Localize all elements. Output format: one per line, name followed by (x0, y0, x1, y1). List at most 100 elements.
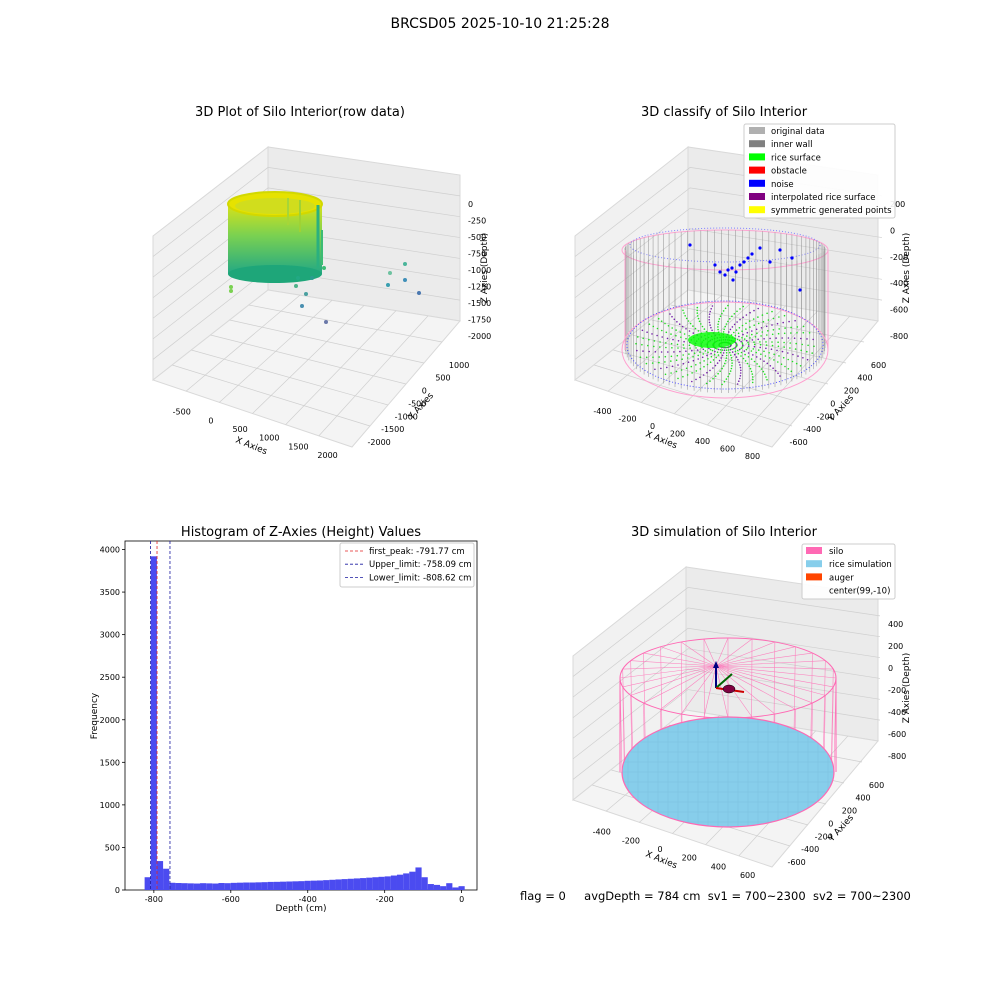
raw-z-ticks: 0 -250 -500 -750 -1000 -1250 -1500 -1750 -2000 (468, 200, 491, 341)
histogram-legend: first_peak: -791.77 cm Upper_limit: -758.… (339, 542, 475, 588)
histogram-bar (292, 881, 299, 890)
x-tick-label: 2000 (317, 451, 337, 460)
y-tick-label: 600 (871, 361, 886, 370)
y-tick-label: 4000 (100, 546, 120, 555)
z-tick-label: -1250 (468, 283, 491, 292)
y-tick-label: -400 (803, 425, 821, 434)
z-tick-label: -400 (888, 708, 906, 717)
legend-label: rice simulation (829, 560, 892, 570)
histogram-bar (224, 883, 231, 890)
histogram-bar (163, 868, 170, 890)
histogram-bar (267, 881, 274, 890)
x-tick-label: -400 (593, 828, 611, 837)
histogram-bars (144, 556, 465, 890)
y-tick-label: -1500 (381, 425, 404, 434)
z-tick-label: -2000 (468, 332, 491, 341)
histogram-bar (169, 882, 176, 890)
legend-swatch (806, 573, 822, 581)
y-tick-label: 0 (830, 399, 835, 408)
histogram-bar (261, 882, 268, 890)
y-tick-label: 1500 (100, 758, 120, 767)
legend-label: Lower_limit: -808.62 cm (369, 573, 471, 583)
histogram-x-label: Depth (cm) (275, 904, 326, 914)
legend-swatch (749, 153, 765, 161)
classify-y-label: Y Axies (826, 393, 856, 425)
x-tick-label: 600 (740, 871, 755, 880)
raw-data-point (300, 304, 304, 308)
raw-x-ticks: -500 0 500 1000 1500 2000 (173, 408, 338, 460)
y-tick-label: 400 (857, 374, 872, 383)
legend-swatch (749, 140, 765, 148)
y-tick-label: 200 (844, 387, 859, 396)
raw-data-point (322, 266, 326, 270)
legend-swatch (749, 127, 765, 134)
x-tick-label: 600 (720, 444, 735, 453)
classify-floor-pane (573, 289, 879, 448)
histogram-bar (378, 876, 385, 890)
histogram-bar (243, 882, 250, 890)
legend-label: interpolated rice surface (771, 193, 876, 203)
y-tick-label: 3000 (100, 631, 120, 640)
histogram-bar (440, 886, 447, 890)
histogram-y-ticks: 0 500 1000 1500 2000 2500 3000 3500 4000 (100, 546, 125, 895)
histogram-bar (156, 861, 164, 890)
z-tick-label: -1000 (468, 266, 491, 275)
x-tick-label: 800 (745, 452, 760, 461)
x-tick-label: 0 (459, 895, 464, 904)
raw-data-point (296, 276, 300, 280)
histogram-bar (341, 879, 348, 890)
y-tick-label: 1000 (100, 801, 120, 810)
raw-data-point (310, 276, 314, 280)
z-tick-label: 200 (890, 200, 905, 209)
histogram-bar (360, 878, 367, 890)
sim-z-label: Z Axies (Depth) (902, 653, 912, 724)
y-tick-label: 0 (115, 886, 120, 895)
x-tick-label: 500 (232, 425, 247, 434)
x-tick-label: -600 (222, 895, 240, 904)
z-tick-label: -200 (890, 253, 908, 262)
y-tick-label: -2000 (368, 438, 391, 447)
histogram-bar (206, 883, 213, 890)
simulation-plot-title: 3D simulation of Silo Interior (631, 525, 818, 540)
histogram-bar (280, 881, 287, 890)
raw-point-cylinder (227, 191, 323, 283)
raw-y-ticks: 1000 500 0 -500 -1000 -1500 -2000 (368, 361, 470, 447)
histogram-bar (372, 877, 379, 890)
histogram-x-ticks: -800 -600 -400 -200 0 (145, 890, 464, 904)
legend-label: original data (771, 127, 825, 137)
x-tick-label: 400 (711, 862, 726, 871)
sim-y-label: Y Axies (826, 813, 856, 845)
z-tick-label: -250 (468, 217, 486, 226)
histogram-bar (273, 881, 281, 890)
y-tick-label: 400 (855, 794, 870, 803)
z-tick-label: -1500 (468, 299, 491, 308)
z-tick-label: 0 (888, 664, 893, 673)
histogram-bar (452, 887, 459, 890)
y-tick-label: 0 (828, 819, 833, 828)
z-tick-label: 400 (888, 620, 903, 629)
raw-data-point (229, 289, 233, 293)
histogram-bar (446, 883, 453, 890)
raw-outlier-points (229, 262, 421, 324)
histogram-bar (384, 876, 391, 890)
histogram-bar (415, 867, 422, 890)
histogram-bar (144, 877, 151, 890)
histogram-bar (347, 878, 354, 890)
x-tick-label: 1500 (288, 442, 308, 451)
x-tick-label: -400 (299, 895, 317, 904)
avg-depth-text: avgDepth = 784 cm (584, 889, 701, 903)
z-tick-label: -600 (890, 306, 908, 315)
x-tick-label: 400 (695, 437, 710, 446)
legend-label: first_peak: -791.77 cm (369, 547, 465, 557)
histogram-bar (403, 873, 410, 890)
z-tick-label: 200 (888, 642, 903, 651)
x-tick-label: 200 (670, 430, 685, 439)
z-tick-label: 0 (468, 200, 473, 209)
raw-data-point (403, 278, 407, 282)
histogram-frame (124, 540, 478, 891)
z-tick-label: -800 (890, 332, 908, 341)
x-tick-label: -200 (622, 836, 640, 845)
simulation-legend: silo rice simulation auger center(99,-10) (801, 543, 896, 600)
y-tick-label: -200 (815, 832, 833, 841)
